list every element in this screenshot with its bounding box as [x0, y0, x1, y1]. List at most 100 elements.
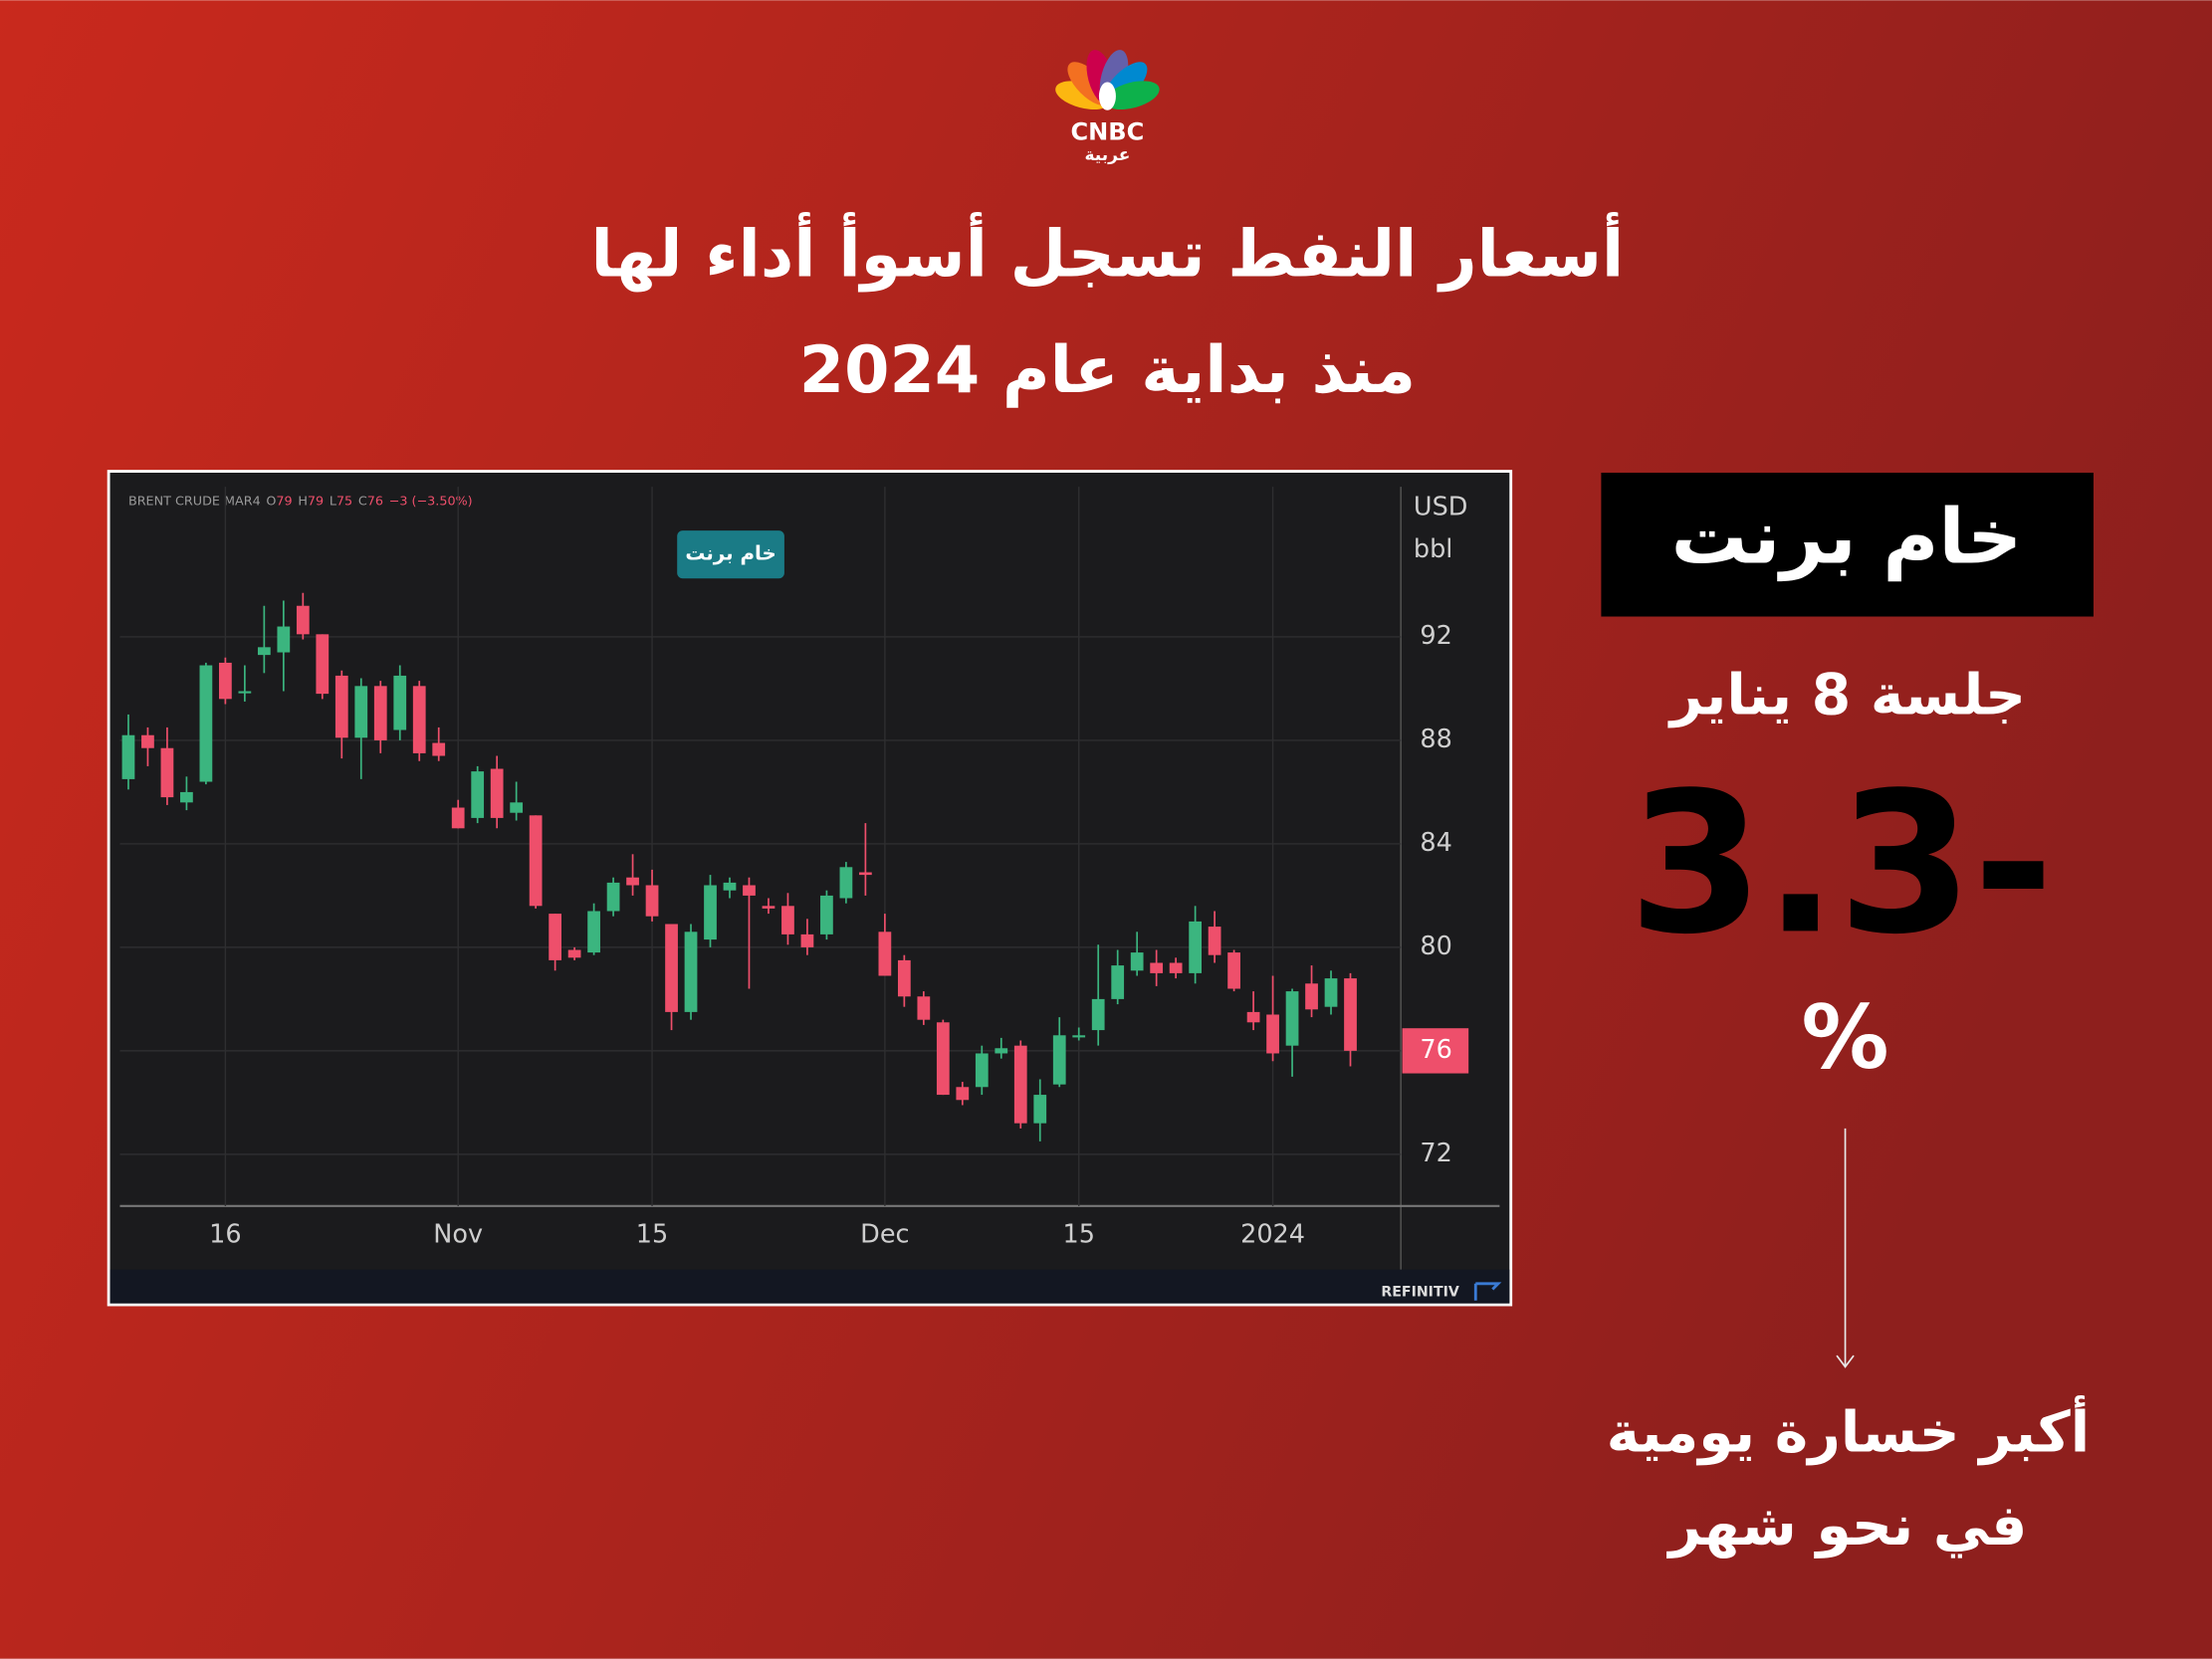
- x-tick-label: Nov: [433, 1220, 483, 1250]
- candle-body: [296, 605, 310, 635]
- candle-body: [1150, 962, 1164, 973]
- candle-body: [549, 914, 562, 960]
- candle-body: [645, 885, 659, 917]
- candle-body: [1208, 927, 1221, 955]
- candle-body: [1072, 1035, 1086, 1038]
- y-tick-label: 84: [1420, 828, 1451, 858]
- candle-body: [510, 802, 524, 813]
- logo: CNBC عربية: [1055, 50, 1160, 165]
- last-price-box: [1402, 1028, 1469, 1074]
- quote-value: 79: [276, 494, 292, 509]
- y-tick-label: 88: [1420, 725, 1451, 754]
- candle-body: [665, 924, 678, 1012]
- quote-value: 79: [308, 494, 324, 509]
- logo-subtext: عربية: [1085, 145, 1131, 165]
- quote-value: 76: [367, 494, 383, 509]
- y-tick-label: 92: [1420, 621, 1451, 651]
- quote-label: C: [358, 494, 367, 509]
- candle-body: [839, 867, 853, 899]
- x-tick-label: 15: [636, 1220, 668, 1250]
- logo-text: CNBC: [1070, 117, 1144, 145]
- candle-body: [684, 932, 698, 1012]
- candle-body: [451, 807, 465, 829]
- candle-body: [432, 742, 446, 756]
- session: جلسة 8 يناير: [1667, 662, 2026, 727]
- candle-body: [936, 1022, 950, 1096]
- x-tick-label: 2024: [1240, 1220, 1305, 1250]
- last-price-label: 76: [1420, 1035, 1451, 1065]
- x-tick-label: Dec: [860, 1220, 909, 1250]
- candle-body: [723, 882, 737, 891]
- candle-body: [529, 815, 543, 907]
- candle-body: [1324, 978, 1338, 1007]
- candle-body: [917, 996, 931, 1020]
- candle-body: [820, 895, 833, 934]
- candle-body: [781, 906, 794, 934]
- candle-body: [141, 734, 154, 748]
- candle-body: [1246, 1011, 1260, 1023]
- candle-body: [199, 665, 213, 782]
- candle-body: [238, 691, 252, 694]
- candle-body: [1266, 1014, 1279, 1054]
- candle-body: [277, 626, 291, 653]
- candle-body: [1169, 962, 1183, 973]
- candle-body: [471, 771, 485, 818]
- side-label: خام برنت: [1671, 493, 2023, 581]
- candle-body: [412, 686, 426, 753]
- candle-body: [316, 634, 330, 695]
- candle-body: [743, 885, 756, 896]
- candle-body: [606, 882, 620, 912]
- source-logo: [1473, 1282, 1502, 1301]
- candle-body: [626, 877, 639, 886]
- quote-label: L: [330, 494, 337, 509]
- y-tick-label: 80: [1420, 932, 1451, 961]
- candle-body: [800, 933, 814, 947]
- candle-body: [490, 768, 504, 818]
- note: في نحو شهر: [1665, 1493, 2027, 1558]
- candle-body: [1033, 1095, 1047, 1124]
- candle-body: [160, 747, 174, 798]
- quote-label: O: [266, 494, 276, 509]
- candle-body: [1305, 983, 1318, 1010]
- candle-body: [1227, 952, 1240, 989]
- candle-body: [1052, 1035, 1066, 1085]
- candle-body: [975, 1053, 989, 1088]
- note: أكبر خسارة يومية: [1607, 1394, 2091, 1465]
- y-unit: USD: [1414, 492, 1468, 521]
- candle-body: [587, 911, 600, 953]
- y-tick-label: 72: [1420, 1139, 1451, 1168]
- candle-body: [1013, 1045, 1027, 1124]
- candle-body: [1344, 978, 1357, 1051]
- quote-change: −3 (−3.50%): [389, 494, 473, 509]
- candle-body: [121, 734, 135, 779]
- candle-body: [956, 1087, 970, 1101]
- y-unit: bbl: [1414, 534, 1452, 564]
- candle-body: [897, 959, 911, 997]
- candle-body: [373, 686, 387, 740]
- title: أسعار النفط تسجل أسوأ أداء لها: [591, 212, 1625, 293]
- candle-body: [1111, 965, 1125, 999]
- candle-body: [1189, 921, 1203, 973]
- candle-body: [1285, 991, 1299, 1046]
- candle-body: [257, 647, 271, 656]
- chart: BRENT CRUDE MAR4 O79 H79 L75 C76 −3 (−3.50%) …: [107, 470, 1513, 1307]
- candle-body: [704, 885, 717, 940]
- candle-body: [567, 949, 581, 958]
- arrow-head: [1836, 1354, 1855, 1368]
- percent: %: [1802, 986, 1889, 1089]
- chart-frame: [107, 470, 1513, 1307]
- candle-body: [219, 662, 232, 700]
- annotation-badge: [677, 530, 784, 579]
- change: 3.3-: [1629, 750, 2055, 977]
- candle-body: [180, 791, 193, 803]
- quote-value: 75: [336, 494, 352, 509]
- title: منذ بداية عام 2024: [799, 332, 1416, 408]
- candle-body: [859, 872, 872, 876]
- candle-body: [354, 686, 368, 738]
- label-box: [1601, 472, 2094, 617]
- annotation: خام برنت: [685, 542, 775, 565]
- candle-body: [393, 675, 407, 730]
- quote-label: H: [298, 494, 308, 509]
